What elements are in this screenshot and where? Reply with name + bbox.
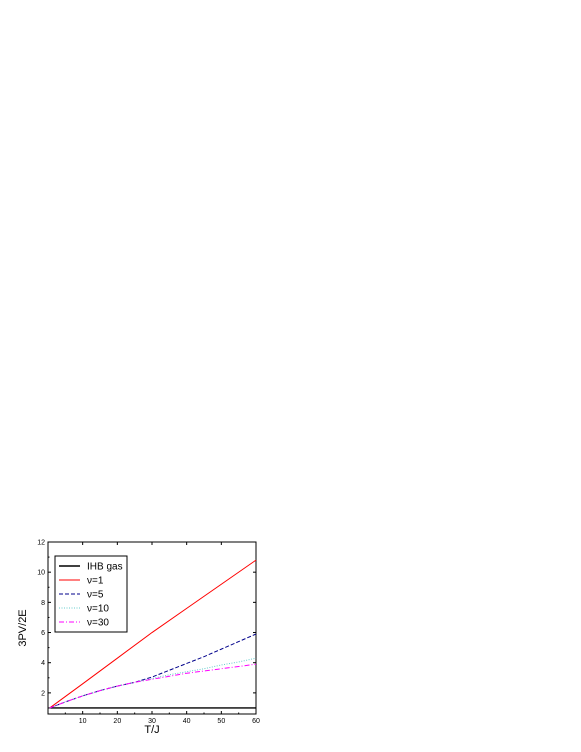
legend-label: ν=30 [87, 618, 109, 629]
y-tick-label: 2 [41, 690, 45, 697]
x-tick-label: 50 [217, 718, 225, 725]
x-tick-label: 40 [183, 718, 191, 725]
y-tick-label: 10 [37, 570, 45, 577]
legend-label: IHB gas [87, 562, 123, 573]
y-axis-ticks: 2 4 6 8 10 12 [37, 540, 256, 709]
legend-label: ν=10 [87, 604, 109, 615]
series-layer [49, 559, 257, 709]
x-tick-label: 30 [148, 718, 156, 725]
series-line [49, 559, 257, 709]
y-axis-title: 3PV/2E [17, 609, 29, 646]
y-tick-label: 6 [41, 630, 45, 637]
y-tick-label: 4 [41, 660, 45, 667]
x-tick-label: 10 [79, 718, 87, 725]
x-tick-label: 60 [252, 718, 260, 725]
series-line [49, 657, 257, 709]
series-line [49, 633, 257, 709]
x-axis-title: T/J [144, 724, 159, 736]
legend-label: ν=1 [87, 576, 104, 587]
x-axis-ticks: 10 20 30 40 50 60 [64, 542, 260, 725]
x-tick-label: 20 [113, 718, 121, 725]
y-tick-label: 8 [41, 600, 45, 607]
y-tick-label: 12 [37, 540, 45, 547]
legend: IHB gas ν=1 ν=5 ν=10 ν=30 [54, 555, 128, 633]
legend-label: ν=5 [87, 590, 104, 601]
